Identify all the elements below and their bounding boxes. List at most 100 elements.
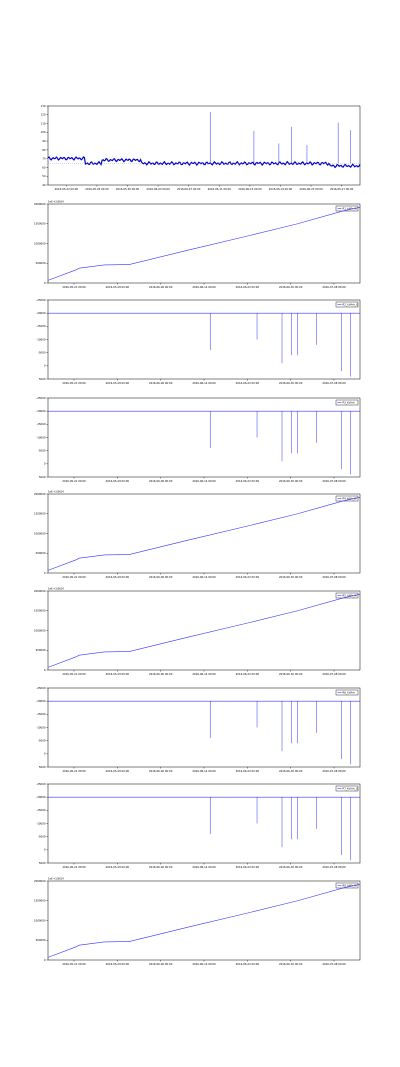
x-tick-label: 2016-05-21 00:00: [62, 575, 86, 579]
x-tick-label: 2016-06-22 00:00: [236, 285, 260, 289]
y-tick-label: -25000: [36, 686, 46, 690]
x-tick-label: 2016-05-22 00:00: [55, 187, 79, 191]
y-tick-label: 1000000: [34, 918, 46, 922]
x-tick-label: 2016-05-30 00:00: [116, 187, 140, 191]
x-tick-label: 2016-07-08 00:00: [322, 479, 346, 483]
x-tick-label: 2016-06-14 00:00: [192, 865, 216, 869]
x-tick-label: 2016-05-21 00:00: [62, 865, 86, 869]
plot-frame: [47, 493, 361, 574]
y-tick-label: 50: [42, 174, 46, 178]
x-tick-label: 2016-05-21 00:00: [62, 769, 86, 773]
x-tick-label: 2016-06-14 00:00: [192, 575, 216, 579]
plot-frame: [47, 299, 361, 380]
x-tick-label: 2016-06-14 00:00: [192, 672, 216, 676]
plot-frame: [47, 203, 361, 284]
y-tick-label: -10000: [36, 435, 46, 439]
y-tick-label: -15000: [36, 324, 46, 328]
x-tick-label: 2016-06-27 00:00: [330, 187, 354, 191]
x-tick-label: 2016-06-03 00:00: [146, 187, 170, 191]
panel-7: 5000 0 -5000 -10000 -15000 -20000 -25000 2016-0…: [36, 686, 361, 773]
y-tick-label: 1500000: [34, 512, 46, 516]
y-tick-label: 500000: [36, 261, 46, 265]
x-tick-label: 2016-06-23 00:00: [299, 187, 323, 191]
y-tick-label: 1500000: [34, 222, 46, 226]
x-tick-label: 2016-05-21 00:00: [62, 285, 86, 289]
y-tick-label: 0: [44, 571, 46, 575]
plot-frame: [47, 105, 361, 186]
x-tick-label: 2016-07-08 00:00: [322, 865, 346, 869]
y-tick-label: 100: [41, 130, 46, 134]
legend-label: P3_kVArh: [343, 401, 355, 405]
y-tick-label: 40: [42, 183, 46, 187]
y-tick-label: -5000: [38, 835, 46, 839]
x-tick-label: 2016-06-14 00:00: [192, 769, 216, 773]
x-tick-label: 2016-05-29 00:00: [106, 479, 130, 483]
legend-box: [335, 301, 359, 308]
panel-5: 0 500000 1000000 1500000 2000000 2016-05-21 0…: [34, 491, 361, 579]
plot-frame: [47, 783, 361, 864]
plot-frame: [47, 687, 361, 768]
x-tick-label: 2016-06-14 00:00: [192, 381, 216, 385]
x-tick-label: 2016-06-30 00:00: [279, 285, 303, 289]
x-tick-label: 2016-07-08 00:00: [322, 381, 346, 385]
legend-box: [335, 495, 359, 502]
legend-box: [335, 882, 359, 889]
x-tick-label: 2016-06-15 00:00: [238, 187, 262, 191]
legend-box: [335, 592, 359, 599]
panel-4: 5000 0 -5000 -10000 -15000 -20000 -25000 2016-0…: [36, 396, 361, 483]
y-tick-label: 70: [42, 157, 46, 161]
y-tick-label: -20000: [36, 311, 46, 315]
axis-offset-label: 1e6 +3.8614: [48, 878, 64, 881]
x-tick-label: 2016-05-29 00:00: [106, 865, 130, 869]
x-tick-label: 2016-06-30 00:00: [279, 575, 303, 579]
x-tick-label: 2016-06-22 00:00: [236, 479, 260, 483]
y-tick-label: -5000: [38, 449, 46, 453]
series-line: [47, 593, 361, 668]
y-tick-label: -20000: [36, 699, 46, 703]
x-tick-label: 2016-06-22 00:00: [236, 962, 260, 966]
y-tick-label: 60: [42, 165, 46, 169]
y-tick-label: 0: [44, 752, 46, 756]
y-tick-label: -25000: [36, 298, 46, 302]
y-tick-label: -5000: [38, 739, 46, 743]
y-tick-label: 5000: [39, 475, 46, 479]
x-tick-label: 2016-06-30 00:00: [279, 769, 303, 773]
x-tick-label: 2016-05-29 00:00: [106, 575, 130, 579]
y-tick-label: 1000000: [34, 531, 46, 535]
y-tick-label: 110: [41, 121, 46, 125]
x-tick-label: 2016-05-29 00:00: [106, 962, 130, 966]
y-tick-label: 1500000: [34, 609, 46, 613]
x-tick-label: 2016-06-30 00:00: [279, 479, 303, 483]
x-tick-label: 2016-05-29 00:00: [106, 381, 130, 385]
plot-frame: [47, 397, 361, 478]
legend-box: [335, 205, 359, 212]
y-tick-label: 0: [44, 281, 46, 285]
legend-label: R5_kWh_W: [343, 594, 358, 598]
y-tick-label: 1000000: [34, 628, 46, 632]
x-tick-label: 2016-06-30 00:00: [279, 865, 303, 869]
y-tick-label: 1500000: [34, 899, 46, 903]
y-tick-label: -10000: [36, 821, 46, 825]
legend-label: R6_kVArh: [343, 691, 356, 695]
y-tick-label: 2000000: [34, 879, 46, 883]
plot-frame: [47, 590, 361, 671]
x-tick-label: 2016-05-21 00:00: [62, 381, 86, 385]
x-tick-label: 2016-06-22 00:00: [236, 865, 260, 869]
y-tick-label: 2000000: [34, 492, 46, 496]
x-tick-label: 2016-06-06 00:00: [149, 962, 173, 966]
x-tick-label: 2016-06-30 00:00: [279, 962, 303, 966]
y-tick-label: 2000000: [34, 202, 46, 206]
x-tick-label: 2016-05-21 00:00: [62, 479, 86, 483]
x-tick-label: 2016-05-26 00:00: [85, 187, 109, 191]
x-tick-label: 2016-07-08 00:00: [322, 672, 346, 676]
plot-frame: [47, 880, 361, 961]
x-tick-label: 2016-07-08 00:00: [322, 962, 346, 966]
series-line: [47, 883, 361, 958]
x-tick-label: 2016-05-21 00:00: [62, 962, 86, 966]
y-tick-label: 5000: [39, 861, 46, 865]
y-tick-label: -15000: [36, 422, 46, 426]
x-tick-label: 2016-05-29 00:00: [106, 769, 130, 773]
x-tick-label: 2016-07-08 00:00: [322, 285, 346, 289]
panel-8: 5000 0 -5000 -10000 -15000 -20000 -25000 2016-0…: [36, 782, 361, 869]
y-tick-label: 500000: [36, 938, 46, 942]
